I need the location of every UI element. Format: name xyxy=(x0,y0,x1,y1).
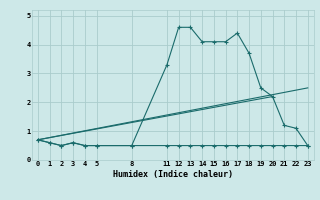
X-axis label: Humidex (Indice chaleur): Humidex (Indice chaleur) xyxy=(113,170,233,179)
